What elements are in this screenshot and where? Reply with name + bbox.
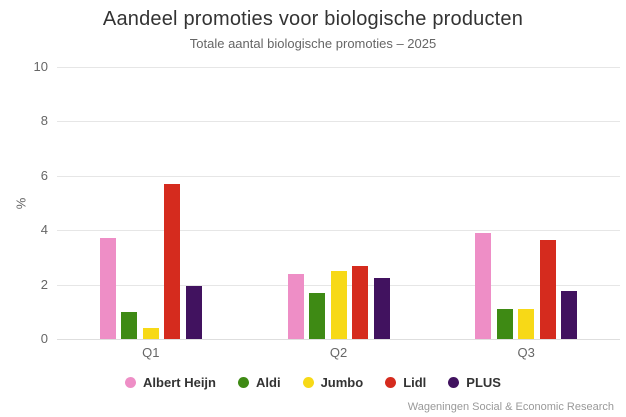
- chart-subtitle: Totale aantal biologische promoties – 20…: [189, 36, 437, 51]
- legend-marker-albert-heijn: [125, 376, 137, 388]
- legend: Albert Heijn Aldi Jumbo Lidl PLUS: [0, 372, 626, 392]
- bar-albert-heijn-q3[interactable]: [475, 232, 492, 339]
- bar-lidl-q2[interactable]: [352, 265, 368, 339]
- bar-jumbo-q2[interactable]: [330, 271, 347, 339]
- bar-lidl-q3[interactable]: [539, 239, 556, 339]
- legend-marker-aldi: [238, 376, 249, 388]
- bar-group-q3: [432, 67, 620, 339]
- legend-item-lidl[interactable]: Lidl: [385, 375, 426, 390]
- bar-jumbo-q1[interactable]: [142, 328, 159, 339]
- y-tick-label-2: 2: [40, 276, 48, 292]
- bar-plus-q1[interactable]: [185, 285, 202, 339]
- credit-text: Wageningen Social & Economic Research: [407, 401, 614, 413]
- legend-label-jumbo: Jumbo: [320, 374, 364, 390]
- bar-plus-q3[interactable]: [561, 291, 578, 339]
- legend-item-plus[interactable]: PLUS: [448, 375, 501, 390]
- bar-plus-q2[interactable]: [373, 277, 390, 339]
- y-tick-label-8: 8: [40, 113, 48, 129]
- legend-item-aldi[interactable]: Aldi: [238, 375, 281, 390]
- x-tick-label-q3: Q3: [517, 345, 535, 360]
- bar-albert-heijn-q2[interactable]: [287, 273, 304, 339]
- bar-group-q2: [245, 67, 433, 339]
- gridline-4: [57, 230, 620, 232]
- y-tick-label-4: 4: [40, 222, 48, 238]
- bar-lidl-q1[interactable]: [164, 183, 181, 339]
- y-tick-label-10: 10: [33, 59, 48, 74]
- bar-group-q1: [57, 67, 245, 339]
- chart-title: Aandeel promoties voor biologische produ…: [102, 8, 524, 30]
- legend-label-aldi: Aldi: [256, 374, 281, 390]
- legend-item-albert-heijn[interactable]: Albert Heijn: [125, 375, 216, 390]
- legend-marker-plus: [448, 376, 460, 388]
- y-tick-label-0: 0: [40, 331, 48, 346]
- legend-marker-lidl: [385, 376, 397, 388]
- bar-aldi-q2[interactable]: [309, 292, 325, 339]
- legend-item-jumbo[interactable]: Jumbo: [302, 374, 364, 390]
- x-tick-label-q2: Q2: [329, 345, 348, 360]
- bar-aldi-q3[interactable]: [496, 309, 513, 339]
- bar-jumbo-q3[interactable]: [518, 309, 535, 339]
- bar-aldi-q1[interactable]: [121, 311, 138, 339]
- legend-label-lidl: Lidl: [403, 374, 427, 390]
- gridline-6: [57, 175, 620, 177]
- bar-albert-heijn-q1[interactable]: [99, 238, 116, 339]
- plot-area: [57, 67, 620, 340]
- legend-marker-jumbo: [302, 376, 314, 388]
- legend-label-plus: PLUS: [466, 374, 501, 390]
- x-tick-label-q1: Q1: [142, 345, 160, 360]
- gridline-10: [57, 67, 620, 68]
- legend-label-albert-heijn: Albert Heijn: [143, 374, 216, 390]
- y-tick-label-6: 6: [40, 167, 48, 183]
- bar-groups: [57, 67, 620, 339]
- x-axis-labels: Q1 Q2 Q3: [57, 345, 620, 360]
- y-axis-labels: 0 2 4 6 8 10: [0, 59, 48, 346]
- gridline-8: [57, 121, 620, 123]
